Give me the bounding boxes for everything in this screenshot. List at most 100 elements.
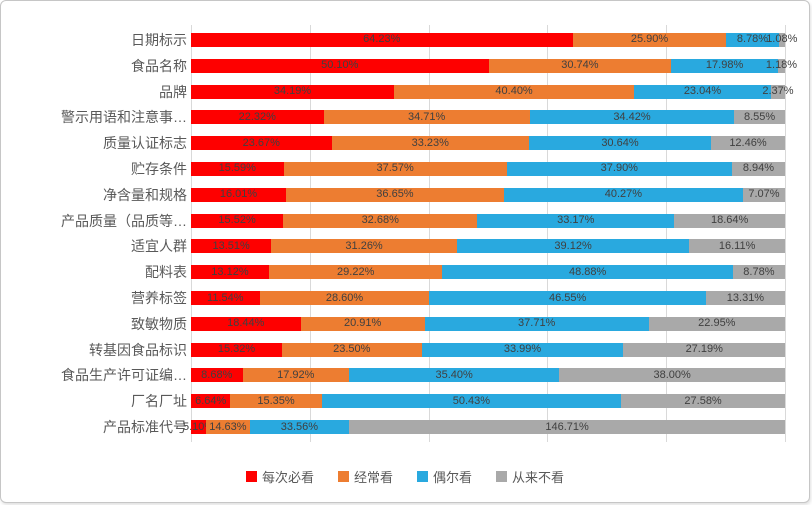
bar-segment: 18.44% [191,316,301,331]
data-label: 25.90% [630,33,669,46]
category-label: 产品标准代号 [103,419,187,436]
data-label: 17.98% [705,59,744,72]
stacked-bar: 5.10% 14.63% 33.56% 146.71% [183,420,785,435]
bar-segment: 8.55% [734,110,785,125]
category-label: 食品生产许可证编… [61,367,187,384]
data-label: 8.94% [742,162,775,175]
bar-segment: 64.23% [191,32,573,47]
bar-segment: 18.64% [674,213,785,228]
bar-segment: 11.54% [191,291,260,306]
legend: 每次必看 经常看 偶尔看 从来不看 [1,467,809,486]
bar-row: 致敏物质 18.44% 20.91% 37.71% 22.95% [1,311,785,337]
bar-segment: 6.64% [191,394,231,409]
bar-segment: 37.57% [283,161,507,176]
stacked-bar: 15.32% 23.50% 33.99% 27.19% [191,342,785,357]
data-label: 13.51% [212,239,250,252]
category-label: 厂名厂址 [131,393,187,410]
data-label: 8.78% [743,265,775,278]
data-label: 64.23% [363,33,401,46]
category-label: 适宜人群 [131,238,187,255]
gridline [666,25,668,442]
data-label: 12.46% [729,136,767,149]
bar-row: 食品生产许可证编… 8.68% 17.92% 35.40% 38.00% [1,363,785,389]
bar-segment: 16.11% [689,239,785,254]
gridline [309,25,311,442]
bar-row: 转基因食品标识 15.32% 23.50% 33.99% 27.19% [1,337,785,363]
bar-row: 质量认证标志 23.67% 33.23% 30.64% 12.46% [1,130,785,156]
data-label: 2.37% [762,85,794,98]
data-label: 7.07% [748,188,780,201]
bar-segment: 39.12% [456,239,690,254]
stacked-bar: 13.12% 29.22% 48.88% 8.78% [191,265,785,280]
stacked-bar: 16.01% 36.65% 40.27% 7.07% [191,187,785,202]
bar-segment: 28.60% [259,291,430,306]
bar-segment: 16.01% [191,187,287,202]
category-label: 净含量和规格 [103,186,187,203]
bar-segment: 35.40% [348,368,560,383]
bar-segment: 31.26% [271,239,457,254]
bar-row: 贮存条件 15.59% 37.57% 37.90% 8.94% [1,156,785,182]
data-label: 1.08% [766,33,798,46]
bar-segment: 15.32% [191,342,282,357]
bar-row: 日期标示 64.23% 25.90% 8.78% 1.08% [1,27,797,53]
data-label: 22.95% [698,317,736,330]
data-label: 11.54% [207,291,244,304]
data-label: 18.44% [227,317,265,330]
bar-segment: 36.65% [286,187,504,202]
bar-row: 净含量和规格 16.01% 36.65% 40.27% 7.07% [1,182,785,208]
data-label: 13.31% [726,291,765,304]
data-label: 30.64% [601,136,639,149]
bar-segment: 15.59% [191,161,284,176]
bar-segment: 8.94% [731,161,785,176]
bar-segment: 33.99% [421,342,624,357]
bar-segment: 13.31% [705,291,785,306]
category-label: 警示用语和注意事… [61,109,187,126]
data-label: 16.11% [718,239,756,252]
bar-row: 食品名称 50.10% 30.74% 17.98% 1.18% [1,53,797,79]
bar-segment: 33.56% [249,420,350,435]
plot-area: 日期标示 64.23% 25.90% 8.78% 1.08% 食品名称 50.10% 30.7… [1,25,797,442]
category-label: 转基因食品标识 [89,341,187,358]
category-label: 食品名称 [131,57,187,74]
bar-row: 厂名厂址 6.64% 15.35% 50.43% 27.58% [1,388,785,414]
data-label: 40.27% [604,188,643,201]
data-label: 50.43% [452,394,491,407]
data-label: 39.12% [554,239,592,252]
legend-swatch-icon [337,471,349,482]
bar-segment: 1.08% [766,32,797,47]
stacked-bar: 11.54% 28.60% 46.55% 13.31% [191,291,785,306]
data-label: 5.10% [182,420,215,433]
bar-segment: 8.78% [732,265,785,280]
data-label: 8.78% [736,33,769,46]
data-label: 16.01% [219,188,258,201]
category-label: 配料表 [145,264,187,281]
stacked-bar: 15.52% 32.68% 33.17% 18.64% [191,213,785,228]
data-label: 27.58% [684,394,722,407]
bar-segment: 32.68% [283,213,478,228]
bar-segment: 48.88% [442,265,733,280]
gridline [785,25,786,442]
category-label: 质量认证标志 [103,135,187,152]
bar-segment: 29.22% [268,265,443,280]
stacked-bar: 64.23% 25.90% 8.78% 1.08% [191,32,797,47]
bar-segment: 27.19% [623,342,785,357]
bar-segment: 33.17% [477,213,675,228]
stacked-bar: 13.51% 31.26% 39.12% 16.11% [191,239,785,254]
bar-segment: 2.37% [762,84,794,99]
data-label: 13.12% [211,265,249,278]
bar-segment: 46.55% [429,291,706,306]
bar-segment: 8.68% [191,368,243,383]
data-label: 38.00% [653,368,691,381]
data-label: 22.32% [238,110,276,123]
bar-segment: 23.04% [634,84,771,99]
gridlines [191,25,786,442]
data-label: 23.04% [683,85,722,98]
bar-segment: 8.78% [726,32,779,47]
data-label: 40.40% [495,85,533,98]
data-label: 46.55% [549,291,587,304]
bar-segment: 25.90% [572,32,727,47]
bar-segment: 17.92% [242,368,349,383]
bar-segment: 37.71% [424,316,649,331]
bar-segment: 7.07% [742,187,785,202]
